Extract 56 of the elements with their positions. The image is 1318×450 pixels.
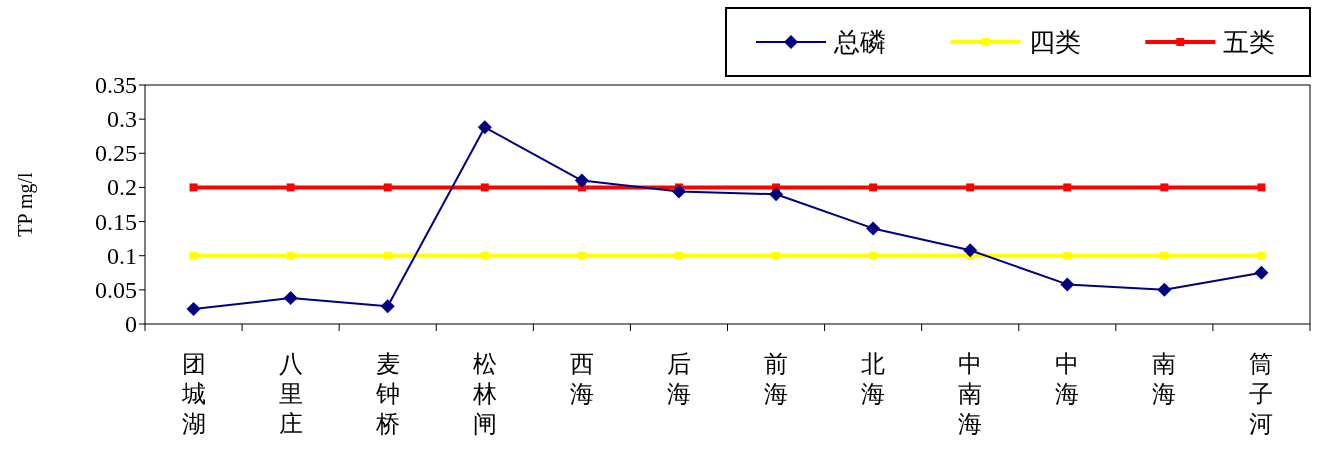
point [480,251,489,260]
x-tick-label: 后海 [666,351,691,407]
point [574,173,589,188]
point [383,251,392,260]
point [869,251,878,260]
y-tick-label: 0.35 [95,72,137,98]
point [869,183,878,192]
point [769,187,784,202]
point [1060,277,1075,292]
x-tick-label: 南海 [1152,351,1177,407]
x-tick-label: 西海 [569,351,594,407]
y-tick-label: 0.2 [107,174,137,201]
legend-label: 四类 [1028,28,1081,57]
x-tick-label: 麦钟桥 [374,351,400,437]
point [1160,183,1169,192]
point [963,243,978,258]
point [1063,251,1072,260]
point [1254,265,1269,280]
y-tick-label: 0.3 [107,106,137,133]
point [383,183,392,192]
point [286,183,295,192]
y-axis-title: TP mg/l [14,171,37,237]
point [1257,183,1266,192]
x-tick-label: 团城湖 [180,351,206,437]
point [283,291,298,306]
point [480,183,489,192]
y-tick-label: 0.05 [95,276,137,303]
point [286,251,295,260]
x-tick-label: 八里庄 [278,351,303,437]
point [772,251,781,260]
legend-label: 五类 [1223,28,1276,57]
x-tick-label: 北海 [861,351,886,407]
point [1257,251,1266,260]
point [866,221,881,236]
x-tick-label: 前海 [764,351,789,407]
point [577,251,586,260]
x-tick-label: 中海 [1055,351,1080,407]
point [380,299,395,314]
y-tick-label: 0 [125,311,137,337]
x-tick-label: 中南海 [958,351,983,437]
point [186,301,201,316]
x-tick-label: 筒子河 [1249,351,1274,437]
point [477,120,492,135]
y-tick-label: 0.25 [95,140,137,167]
legend-label: 总磷 [833,28,886,57]
point [1063,183,1072,192]
x-tick-label: 松林闸 [471,351,497,437]
y-tick-label: 0.15 [95,208,137,235]
point [671,184,686,199]
point [1157,282,1172,297]
point [966,183,975,192]
y-tick-label: 0.1 [107,242,137,269]
point [1160,251,1169,260]
point [189,251,198,260]
point [674,251,683,260]
point [189,183,198,192]
